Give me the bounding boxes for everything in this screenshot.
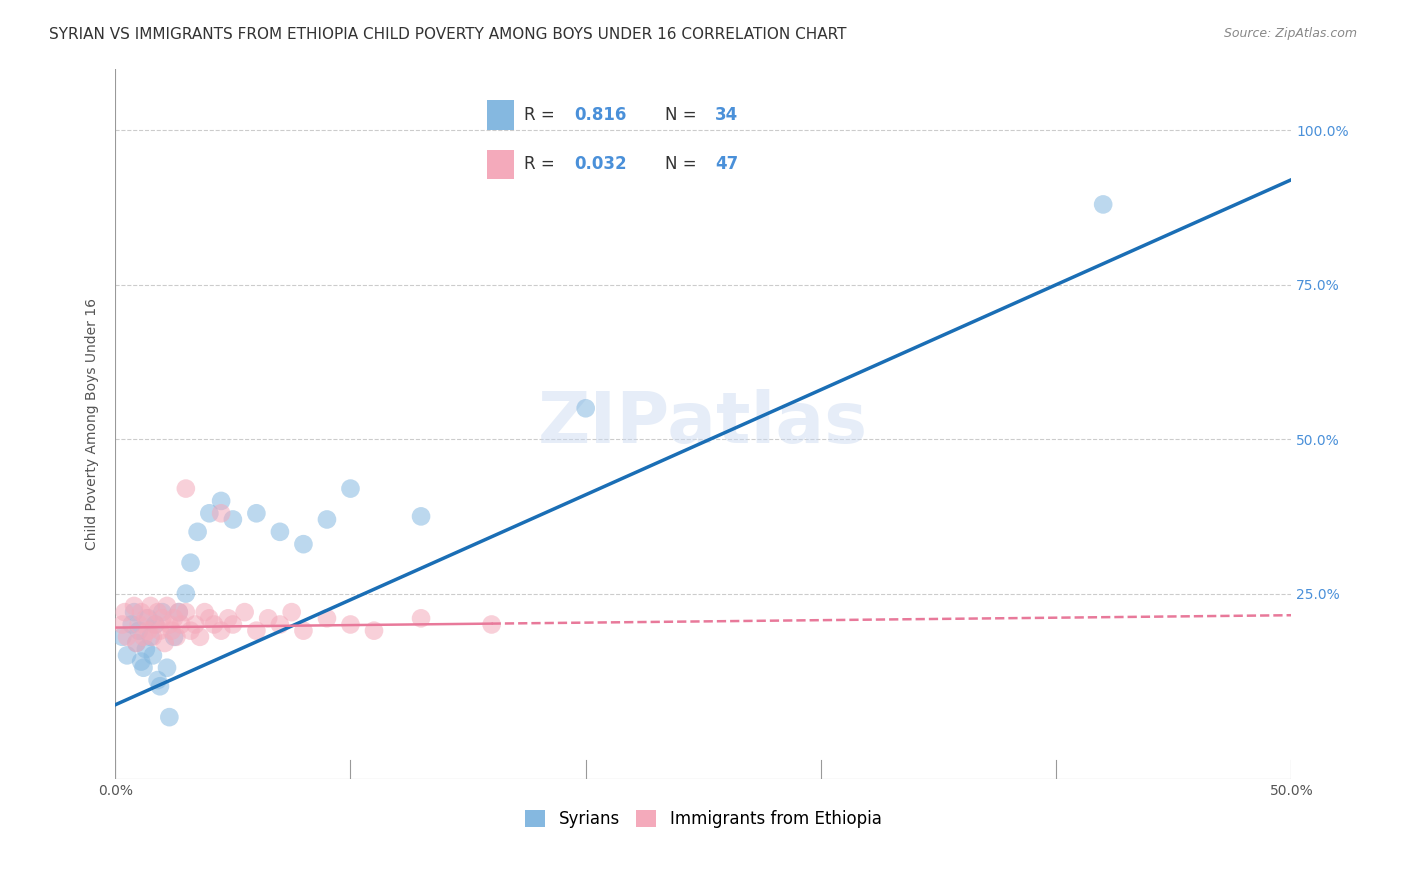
Point (170, 617, 193, 632)
Point (174, 605, 197, 619)
Point (156, 599, 179, 613)
Point (142, 630, 165, 644)
Point (136, 624, 159, 638)
Point (111, 617, 134, 632)
Point (167, 605, 190, 619)
Point (339, 617, 361, 632)
Point (132, 630, 155, 644)
Point (143, 617, 166, 632)
Point (217, 611, 239, 625)
Point (157, 710, 180, 724)
Point (481, 617, 503, 632)
Point (157, 617, 180, 632)
Point (188, 630, 211, 644)
Point (174, 482, 197, 496)
Point (125, 636, 148, 650)
Point (122, 605, 145, 619)
Point (1092, 197, 1115, 211)
Point (167, 605, 190, 619)
Point (114, 605, 136, 619)
Point (339, 482, 361, 496)
Point (245, 624, 267, 638)
Point (409, 611, 432, 625)
Point (174, 586, 197, 600)
Point (245, 506, 267, 520)
Point (150, 611, 173, 625)
Point (128, 617, 150, 632)
Point (269, 524, 291, 539)
Point (115, 630, 138, 644)
Point (222, 512, 245, 526)
Point (363, 624, 385, 638)
Point (409, 509, 432, 524)
Point (121, 617, 143, 632)
Point (575, 401, 598, 416)
Point (153, 636, 176, 650)
Point (209, 494, 232, 508)
Point (125, 636, 148, 650)
Point (146, 605, 169, 619)
Point (156, 661, 179, 675)
Point (316, 611, 339, 625)
Point (150, 605, 173, 619)
Point (142, 648, 165, 663)
Point (280, 605, 302, 619)
Text: SYRIAN VS IMMIGRANTS FROM ETHIOPIA CHILD POVERTY AMONG BOYS UNDER 16 CORRELATION: SYRIAN VS IMMIGRANTS FROM ETHIOPIA CHILD… (49, 27, 846, 42)
Point (129, 605, 152, 619)
Point (184, 617, 207, 632)
Point (128, 624, 150, 638)
Text: Source: ZipAtlas.com: Source: ZipAtlas.com (1223, 27, 1357, 40)
Point (160, 624, 183, 638)
Point (163, 630, 186, 644)
Legend: Syrians, Immigrants from Ethiopia: Syrians, Immigrants from Ethiopia (519, 803, 889, 835)
Point (202, 617, 225, 632)
Point (129, 655, 152, 669)
Point (233, 605, 256, 619)
Point (257, 611, 280, 625)
Point (132, 661, 155, 675)
Point (194, 605, 217, 619)
Point (209, 624, 232, 638)
Point (115, 648, 138, 663)
Point (146, 673, 169, 687)
Point (198, 506, 221, 520)
Point (136, 611, 159, 625)
Point (180, 624, 202, 638)
Point (139, 599, 162, 613)
Point (143, 617, 166, 632)
Point (149, 679, 172, 693)
Point (163, 611, 186, 625)
Point (122, 599, 145, 613)
Point (135, 611, 157, 625)
Point (180, 556, 202, 570)
Point (269, 617, 291, 632)
Point (222, 617, 245, 632)
Point (165, 630, 187, 644)
Point (198, 611, 221, 625)
Point (187, 524, 209, 539)
Point (149, 624, 172, 638)
Point (209, 506, 232, 520)
Point (135, 642, 157, 657)
Text: ZIPatlas: ZIPatlas (538, 389, 869, 458)
Point (292, 624, 315, 638)
Point (139, 630, 162, 644)
Point (316, 512, 339, 526)
Point (292, 537, 315, 551)
Y-axis label: Child Poverty Among Boys Under 16: Child Poverty Among Boys Under 16 (86, 298, 100, 549)
Point (111, 630, 134, 644)
